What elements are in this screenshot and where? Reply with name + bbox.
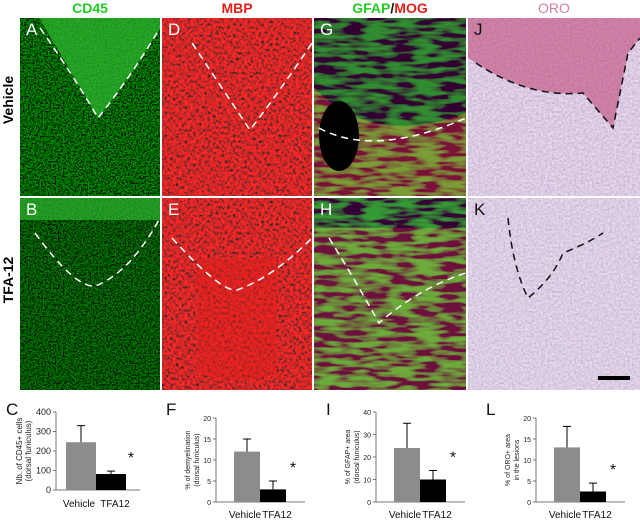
panel-a-vehicle-cd45: A bbox=[20, 18, 160, 196]
category-label: TFA12 bbox=[262, 510, 292, 521]
panel-label: E bbox=[168, 200, 180, 219]
y-tick-label: 0 bbox=[527, 500, 531, 507]
y-axis-label: (dorsal funiculus) bbox=[194, 433, 201, 486]
y-tick-label: 400 bbox=[36, 407, 51, 417]
chart-label: L bbox=[486, 400, 496, 419]
chart-label: C bbox=[6, 400, 19, 419]
chart-label: I bbox=[326, 400, 331, 419]
column-header-gfap-mog: GFAP/MOG bbox=[314, 0, 466, 16]
panel-d-vehicle-mbp: D bbox=[162, 18, 312, 196]
significance-marker: * bbox=[290, 460, 296, 477]
mog-label: MOG bbox=[394, 0, 428, 16]
y-tick-label: 20 bbox=[363, 455, 371, 462]
category-label: Vehicle bbox=[549, 510, 582, 521]
y-axis-label: % of ORO+ area bbox=[505, 434, 512, 486]
oro-label: ORO bbox=[538, 0, 570, 16]
category-label: TFA12 bbox=[422, 510, 452, 521]
y-axis-label: (dorsal funiculus) bbox=[354, 430, 361, 483]
bar-vehicle bbox=[394, 448, 420, 502]
y-tick-label: 100 bbox=[36, 466, 51, 476]
bar-vehicle bbox=[66, 442, 96, 490]
y-tick-label: 5 bbox=[527, 479, 531, 486]
y-tick-label: 15 bbox=[523, 437, 531, 444]
panel-label: D bbox=[168, 20, 181, 39]
y-tick-label: 30 bbox=[363, 433, 371, 440]
panel-k-tfa12-oro: K bbox=[468, 198, 640, 390]
panel-e-tfa12-mbp: E bbox=[162, 198, 312, 390]
panel-label: H bbox=[320, 200, 333, 219]
y-tick-label: 40 bbox=[363, 410, 371, 417]
y-axis-label: (dorsal funiculus) bbox=[24, 420, 33, 481]
panel-label: B bbox=[26, 200, 38, 219]
bar-vehicle bbox=[234, 451, 260, 502]
y-axis-label: in the lesions bbox=[514, 439, 521, 480]
y-tick-label: 0 bbox=[46, 485, 51, 495]
bar-vehicle bbox=[554, 447, 580, 502]
chart-i-svg: 0 10 20 30 40 % of GFAP+ area (dorsal funiculu… bbox=[345, 410, 465, 521]
panel-b-tfa12-cd45: B bbox=[20, 198, 160, 390]
column-header-cd45: CD45 bbox=[20, 0, 160, 16]
bar-tfa12 bbox=[420, 479, 446, 502]
chart-f-svg: 0 5 10 15 20 % of demyelination (dorsal funicu… bbox=[185, 416, 305, 521]
column-header-mbp: MBP bbox=[162, 0, 312, 16]
significance-marker: * bbox=[610, 462, 616, 479]
panel-label: G bbox=[320, 20, 334, 39]
panel-g-vehicle-gfap-mog: G bbox=[314, 18, 466, 196]
panel-label: A bbox=[26, 20, 38, 39]
category-label: Vehicle bbox=[389, 510, 422, 521]
chart-i: 0 10 20 30 40 % of GFAP+ area (dorsal funiculu… bbox=[320, 396, 480, 522]
category-label: TFA12 bbox=[100, 499, 130, 510]
panel-label: K bbox=[474, 200, 486, 219]
chart-f: 0 5 10 15 20 % of demyelination (dorsal funicu… bbox=[160, 396, 320, 522]
category-label: Vehicle bbox=[63, 499, 96, 510]
column-header-oro: ORO bbox=[468, 0, 640, 16]
panel-j-vehicle-oro: J bbox=[468, 18, 640, 196]
row-header-tfa12: TFA-12 bbox=[0, 256, 16, 304]
chart-label: F bbox=[166, 400, 177, 419]
gfap-mog-separator: / bbox=[390, 0, 395, 16]
y-axis-label: % of GFAP+ area bbox=[345, 430, 352, 485]
y-tick-label: 15 bbox=[203, 437, 211, 444]
row-header-vehicle: Vehicle bbox=[0, 75, 16, 125]
gfap-label: GFAP bbox=[352, 0, 391, 16]
y-tick-label: 0 bbox=[207, 500, 211, 507]
panel-h-tfa12-gfap-mog: H bbox=[314, 198, 466, 390]
y-axis-label: Nb. of CD45+ cells bbox=[15, 418, 24, 485]
chart-l: 0 5 10 15 20 % of ORO+ area in the lesions Vehi… bbox=[480, 396, 640, 522]
y-tick-label: 20 bbox=[523, 416, 531, 423]
significance-marker: * bbox=[450, 450, 456, 467]
scale-bar bbox=[598, 376, 630, 380]
bar-tfa12 bbox=[96, 474, 126, 490]
panel-label: J bbox=[474, 20, 483, 39]
bar-tfa12 bbox=[260, 489, 286, 502]
mbp-label: MBP bbox=[221, 0, 253, 16]
category-label: TFA12 bbox=[582, 510, 612, 521]
chart-c-svg: 0 100 200 300 400 Nb. of CD45+ cells (dorsal f… bbox=[15, 407, 140, 510]
y-tick-label: 300 bbox=[36, 427, 51, 437]
y-tick-label: 20 bbox=[203, 416, 211, 423]
y-tick-label: 10 bbox=[363, 478, 371, 485]
y-tick-label: 10 bbox=[523, 458, 531, 465]
chart-l-svg: 0 5 10 15 20 % of ORO+ area in the lesions Vehi… bbox=[505, 416, 625, 521]
y-tick-label: 0 bbox=[367, 500, 371, 507]
y-axis-label: % of demyelination bbox=[185, 430, 192, 489]
y-tick-label: 200 bbox=[36, 446, 51, 456]
cd45-label: CD45 bbox=[72, 0, 108, 16]
y-tick-label: 10 bbox=[203, 458, 211, 465]
bar-tfa12 bbox=[580, 491, 606, 502]
chart-c: 0 100 200 300 400 Nb. of CD45+ cells (dorsal f… bbox=[0, 396, 160, 522]
y-tick-label: 5 bbox=[207, 479, 211, 486]
category-label: Vehicle bbox=[229, 510, 262, 521]
significance-marker: * bbox=[128, 450, 134, 467]
